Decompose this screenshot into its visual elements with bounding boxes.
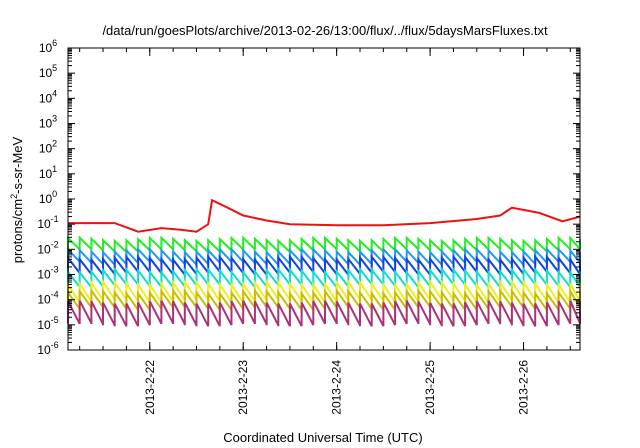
- tick-layer: 106 105 104 103 102 101 100 10-1 10-2 10-3 10-4 10-…: [37, 38, 580, 415]
- flux-series-line: [68, 198, 581, 233]
- x-tick-label: 2013-2-24: [330, 360, 344, 415]
- flux-series-line: [67, 300, 581, 327]
- y-tick-label: 10-6: [37, 340, 58, 357]
- x-axis-label: Coordinated Universal Time (UTC): [223, 430, 422, 445]
- x-tick-label: 2013-2-26: [517, 360, 531, 415]
- y-tick-label: 10-5: [37, 315, 58, 332]
- x-tick-label: 2013-2-25: [423, 360, 437, 415]
- y-tick-label: 101: [39, 164, 57, 181]
- y-tick-label: 102: [39, 139, 57, 156]
- x-tick-label: 2013-2-22: [143, 360, 157, 415]
- plot-frame: [67, 47, 581, 351]
- flux-series-line: [67, 246, 581, 268]
- y-tick-label: 10-1: [37, 214, 58, 231]
- y-axis-label: protons/cm2-s-sr-MeV: [9, 136, 25, 263]
- y-tick-label: 10-3: [37, 265, 58, 282]
- y-tick-label: 10-4: [37, 290, 58, 307]
- y-axis-label-prefix: protons/cm: [10, 199, 25, 263]
- y-tick-label: 100: [39, 189, 57, 206]
- y-axis-label-suffix: -s-sr-MeV: [10, 136, 25, 193]
- y-tick-label: 106: [39, 38, 57, 55]
- y-tick-label: 104: [39, 88, 57, 105]
- y-axis-label-sup: 2: [9, 194, 19, 199]
- series-layer: [67, 198, 581, 327]
- y-tick-label: 105: [39, 63, 57, 80]
- x-tick-label: 2013-2-23: [236, 360, 250, 415]
- y-tick-label: 103: [39, 114, 57, 131]
- chart-title: /data/run/goesPlots/archive/2013-02-26/1…: [102, 23, 548, 38]
- y-tick-label: 10-2: [37, 239, 58, 256]
